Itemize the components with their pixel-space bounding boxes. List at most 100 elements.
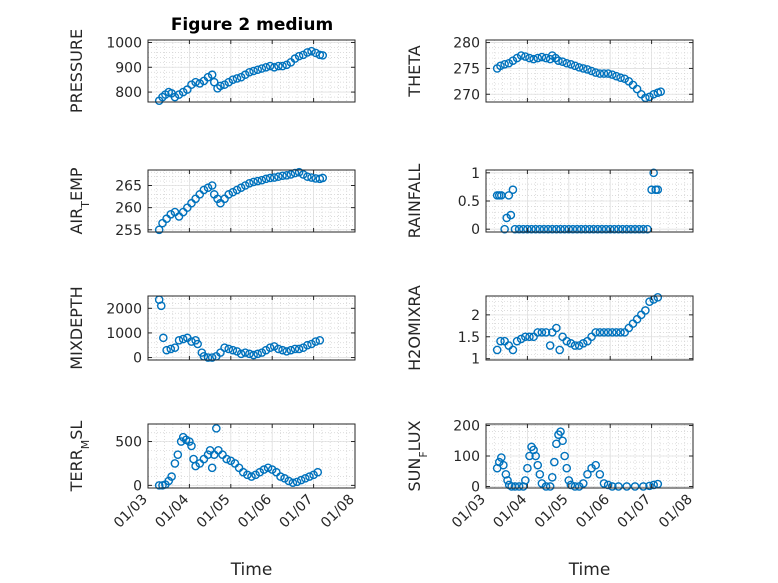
data-point bbox=[545, 482, 555, 491]
data-point bbox=[547, 473, 557, 482]
panel-air-temp: 255 260 265 AIRTEMP bbox=[67, 167, 356, 239]
data-point bbox=[585, 224, 594, 234]
data-point bbox=[589, 224, 598, 234]
data-point bbox=[245, 67, 254, 77]
data-point bbox=[504, 191, 514, 200]
y-axis-label: TERRMSL bbox=[67, 421, 92, 493]
data-point bbox=[156, 301, 166, 311]
data-point bbox=[294, 344, 304, 354]
data-point bbox=[307, 173, 316, 182]
data-point bbox=[187, 441, 196, 451]
data-point bbox=[599, 328, 609, 337]
data-point bbox=[591, 68, 601, 77]
data-point bbox=[499, 460, 508, 470]
data-point bbox=[508, 185, 518, 195]
y-tick-label: 1000 bbox=[106, 35, 142, 51]
data-point bbox=[278, 345, 287, 355]
y-axis-label: MIXDEPTH bbox=[67, 286, 86, 369]
data-point bbox=[612, 71, 621, 81]
major-grid bbox=[486, 170, 693, 232]
data-point bbox=[641, 93, 650, 103]
data-point bbox=[607, 70, 617, 79]
data-point bbox=[649, 89, 658, 99]
panel-theta: 270 275 280 THETA bbox=[405, 36, 694, 103]
data-point bbox=[641, 306, 650, 315]
data-point bbox=[562, 58, 572, 68]
data-point bbox=[207, 181, 217, 190]
data-point bbox=[269, 173, 279, 182]
data-point bbox=[159, 333, 168, 343]
data-point bbox=[555, 345, 564, 355]
data-point bbox=[224, 344, 234, 354]
data-point bbox=[265, 343, 275, 352]
series bbox=[154, 46, 328, 106]
data-point bbox=[576, 224, 586, 234]
data-point bbox=[535, 469, 545, 479]
data-point bbox=[298, 170, 308, 179]
data-point bbox=[313, 467, 323, 477]
y-tick-label: 280 bbox=[453, 36, 480, 52]
data-point bbox=[278, 171, 287, 181]
data-point bbox=[265, 61, 275, 71]
data-point bbox=[547, 224, 557, 234]
data-point bbox=[587, 66, 596, 76]
plot-area bbox=[486, 296, 693, 360]
data-point bbox=[564, 476, 574, 485]
data-point bbox=[656, 87, 666, 96]
data-point bbox=[581, 224, 590, 234]
data-point bbox=[531, 451, 540, 461]
data-point bbox=[185, 437, 194, 446]
data-point bbox=[552, 224, 561, 234]
data-point bbox=[500, 59, 509, 69]
data-point bbox=[154, 225, 164, 235]
data-point bbox=[224, 190, 234, 199]
data-point bbox=[265, 173, 275, 183]
data-point bbox=[603, 328, 613, 337]
data-point bbox=[286, 170, 296, 179]
data-point bbox=[554, 56, 563, 65]
data-point bbox=[212, 424, 221, 433]
data-point bbox=[249, 350, 258, 360]
data-point bbox=[318, 173, 328, 183]
data-point bbox=[607, 328, 617, 337]
data-point bbox=[318, 51, 328, 60]
data-point bbox=[603, 69, 613, 78]
data-point bbox=[591, 460, 601, 470]
data-point bbox=[543, 224, 553, 234]
data-point bbox=[278, 61, 287, 71]
data-point bbox=[523, 463, 532, 473]
data-point bbox=[550, 457, 559, 467]
data-point bbox=[574, 341, 584, 350]
data-point bbox=[173, 450, 183, 459]
data-point bbox=[290, 344, 300, 354]
data-point bbox=[253, 176, 263, 186]
data-point bbox=[597, 224, 607, 234]
y-tick-label: 0.5 bbox=[458, 194, 480, 210]
data-point bbox=[274, 172, 283, 181]
data-point bbox=[269, 62, 279, 72]
data-point bbox=[595, 328, 605, 337]
data-point bbox=[653, 185, 663, 195]
data-point bbox=[274, 344, 283, 354]
data-point bbox=[193, 339, 202, 349]
data-point bbox=[531, 224, 540, 234]
data-point bbox=[595, 469, 605, 479]
major-grid bbox=[486, 424, 693, 488]
data-point bbox=[292, 477, 302, 487]
data-point bbox=[516, 334, 526, 344]
data-point bbox=[506, 210, 516, 220]
y-tick-label: 1 bbox=[471, 352, 480, 368]
x-axis-label: Time bbox=[568, 560, 611, 580]
data-point bbox=[562, 336, 572, 346]
series bbox=[492, 51, 666, 103]
y-tick-label: 1 bbox=[471, 166, 480, 182]
y-tick-label: 2 bbox=[471, 308, 480, 324]
data-point bbox=[649, 480, 658, 490]
data-point bbox=[216, 81, 225, 91]
data-point bbox=[535, 224, 545, 234]
data-point bbox=[595, 69, 605, 78]
data-point bbox=[610, 224, 619, 234]
data-point bbox=[599, 69, 609, 78]
series bbox=[154, 424, 323, 490]
